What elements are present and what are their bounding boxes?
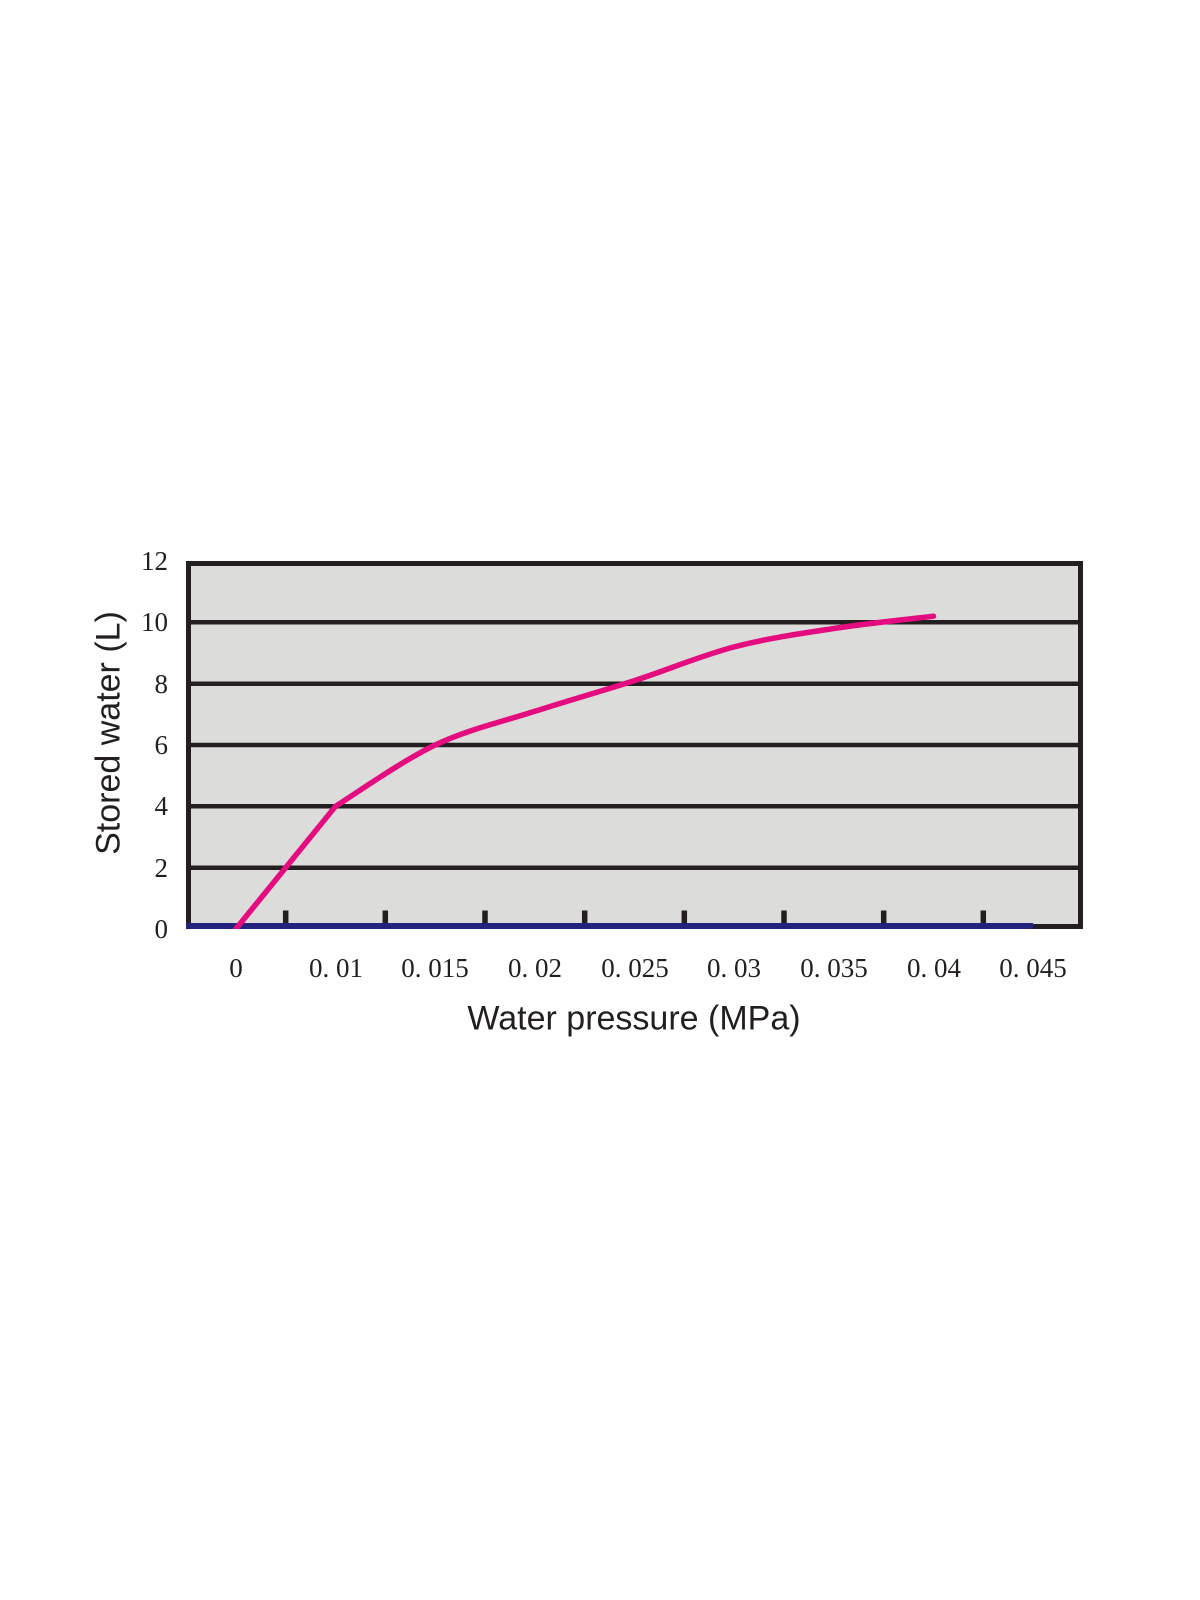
y-tick-label: 10 — [141, 607, 168, 637]
x-tick-label: 0. 025 — [601, 953, 669, 983]
y-axis-title: Stored water (L) — [89, 611, 128, 855]
x-tick-label: 0. 03 — [707, 953, 761, 983]
x-tick-label: 0. 04 — [907, 953, 961, 983]
y-tick-label: 8 — [154, 669, 169, 699]
y-tick-label: 12 — [141, 546, 168, 576]
x-tick-label: 0. 02 — [508, 953, 562, 983]
y-tick-label: 6 — [154, 730, 169, 760]
plot-area — [186, 561, 1083, 929]
x-tick-label: 0. 015 — [401, 953, 469, 983]
x-tick-label: 0. 01 — [309, 953, 363, 983]
y-tick-label: 0 — [154, 914, 169, 944]
x-tick-label: 0. 045 — [999, 953, 1067, 983]
x-tick-label: 0. 035 — [800, 953, 868, 983]
x-tick-label: 0 — [229, 953, 243, 983]
x-axis-title: Water pressure (MPa) — [467, 999, 801, 1038]
y-tick-label: 2 — [154, 853, 169, 883]
y-tick-label: 4 — [154, 791, 169, 821]
stored-water-series — [233, 613, 937, 929]
